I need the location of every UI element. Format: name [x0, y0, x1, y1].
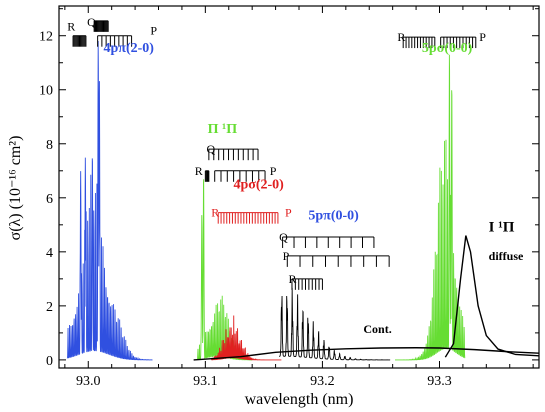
- branch-label-10: R: [288, 272, 296, 286]
- line-ladders: [72, 20, 477, 290]
- axes: 93.0 93.1 93.2 93.3 0 2 4 6 8 10 12: [39, 6, 539, 389]
- annotation-5: I ¹Π: [489, 220, 515, 236]
- branch-label-9: P: [283, 249, 290, 263]
- series-layer: [66, 40, 539, 361]
- branch-label-1: Q: [87, 15, 96, 29]
- branch-label-2: P: [150, 23, 157, 37]
- annotation-6: diffuse: [489, 249, 524, 263]
- plot-frame: [58, 5, 540, 369]
- annotations: 4pπ(2-0) Π ¹Π 4pσ(2-0) 5pπ(0-0) 5pσ(0-0) I ¹Π…: [67, 15, 524, 336]
- series-line-0: [66, 40, 153, 361]
- branch-label-11: R: [397, 30, 405, 44]
- branch-label-7: P: [285, 206, 292, 220]
- annotation-4: 5pσ(0-0): [422, 41, 473, 56]
- branch-label-6: R: [211, 206, 219, 220]
- branch-label-8: Q: [279, 230, 288, 244]
- branch-label-5: P: [270, 164, 277, 178]
- branch-label-12: P: [479, 30, 486, 44]
- x-axis-title: wavelength (nm): [245, 391, 354, 408]
- series-line-4: [395, 54, 466, 361]
- y-tick-label: 6: [46, 192, 53, 207]
- series-line-3: [279, 287, 391, 361]
- x-tick-label: 93.0: [76, 374, 101, 389]
- annotation-7: Cont.: [363, 322, 391, 336]
- annotation-0: 4pπ(2-0): [103, 41, 154, 56]
- x-tick-label: 93.2: [310, 374, 335, 389]
- y-tick-label: 0: [46, 354, 53, 369]
- y-tick-label: 10: [39, 84, 53, 99]
- y-tick-label: 2: [46, 300, 53, 315]
- series-line-1: [196, 179, 253, 361]
- annotation-3: 5pπ(0-0): [308, 208, 359, 223]
- branch-label-0: R: [67, 19, 75, 33]
- y-tick-label: 8: [46, 138, 53, 153]
- y-tick-label: 4: [46, 246, 53, 261]
- x-tick-label: 93.1: [193, 374, 218, 389]
- annotation-1: Π ¹Π: [208, 122, 238, 137]
- series-line-6: [193, 347, 539, 361]
- x-tick-label: 93.3: [427, 374, 452, 389]
- y-axis-title: σ(λ) (10⁻¹⁶ cm²): [7, 136, 24, 241]
- y-tick-label: 12: [39, 30, 53, 45]
- branch-label-4: R: [195, 164, 203, 178]
- series-line-2: [211, 315, 282, 361]
- branch-label-3: Q: [207, 142, 216, 156]
- annotation-2: 4pσ(2-0): [233, 177, 284, 192]
